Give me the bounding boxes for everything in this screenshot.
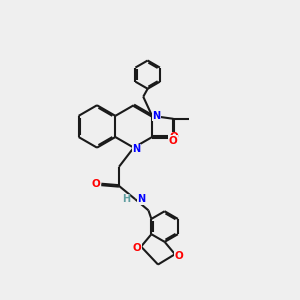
Text: O: O (169, 136, 178, 146)
Text: O: O (132, 243, 141, 253)
Text: N: N (152, 111, 160, 121)
Text: O: O (91, 179, 100, 190)
Text: N: N (137, 194, 146, 204)
Text: N: N (133, 144, 141, 154)
Text: O: O (169, 132, 178, 142)
Text: O: O (175, 251, 184, 261)
Text: H: H (122, 194, 130, 204)
